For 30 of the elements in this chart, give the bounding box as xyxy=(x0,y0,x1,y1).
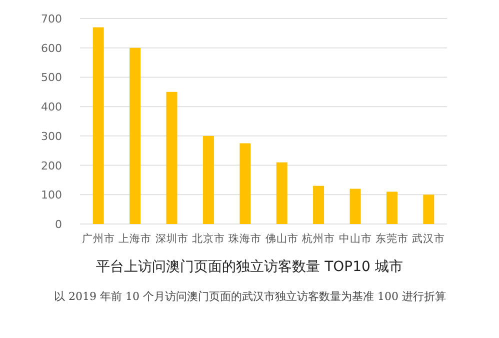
x-tick-label: 武汉市 xyxy=(412,232,446,245)
x-tick-label: 东莞市 xyxy=(375,232,408,245)
bar xyxy=(386,192,398,224)
bar xyxy=(130,48,141,224)
y-tick-label: 0 xyxy=(55,218,62,231)
bar xyxy=(276,162,288,224)
y-tick-label: 400 xyxy=(41,100,62,114)
bar xyxy=(92,27,104,224)
bar xyxy=(313,186,324,224)
y-tick-label: 200 xyxy=(41,159,62,172)
y-tick-label: 700 xyxy=(41,12,62,26)
x-tick-label: 上海市 xyxy=(118,232,152,245)
bar xyxy=(423,194,434,224)
bar xyxy=(166,92,178,224)
bar xyxy=(240,143,251,224)
bar xyxy=(202,136,214,224)
x-tick-label: 佛山市 xyxy=(265,232,298,245)
text: 以 2019 年前 10 个月访问澳门页面的武汉市独立访客数量为基准 100 进行折算 xyxy=(53,289,447,305)
y-tick-label: 600 xyxy=(41,42,62,55)
x-tick-label: 杭州市 xyxy=(301,232,336,245)
y-tick-label: 100 xyxy=(41,188,62,202)
x-tick-label: 珠海市 xyxy=(228,232,262,245)
y-tick-label: 300 xyxy=(41,130,62,143)
y-tick-label: 500 xyxy=(41,71,62,84)
x-tick-label: 北京市 xyxy=(192,232,225,245)
x-tick-label: 中山市 xyxy=(338,232,372,245)
x-tick-label: 广州市 xyxy=(82,232,115,245)
bar xyxy=(350,188,361,224)
text: 平台上访问澳门页面的独立访客数量 TOP10 城市 xyxy=(95,258,404,276)
x-tick-label: 深圳市 xyxy=(155,232,188,245)
